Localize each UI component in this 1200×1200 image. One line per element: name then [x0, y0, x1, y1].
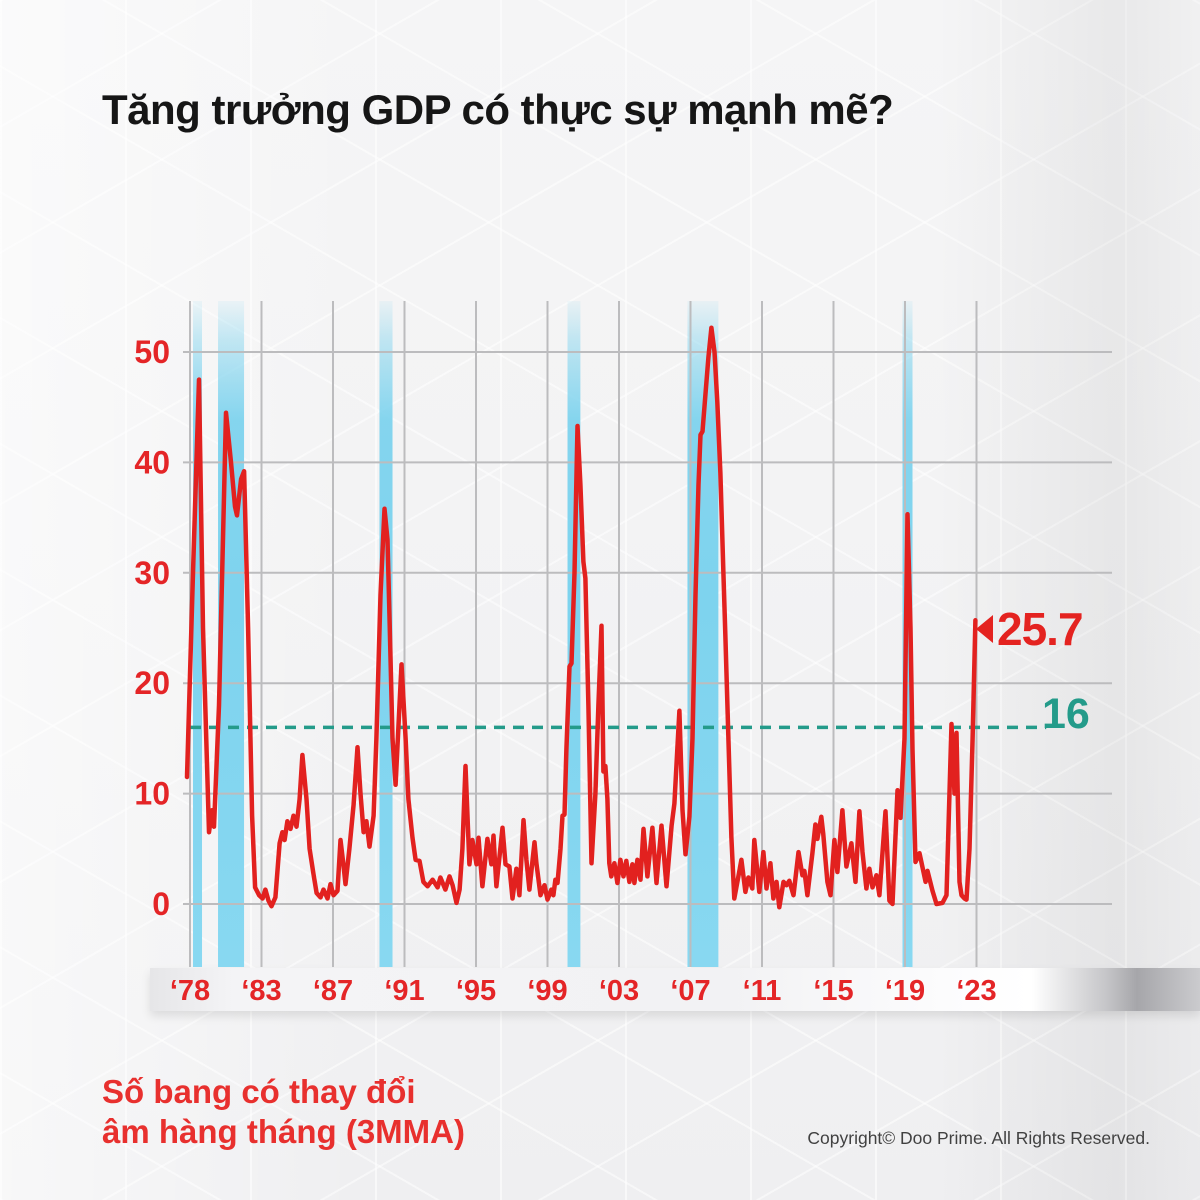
copyright-notice: Copyright© Doo Prime. All Rights Reserve…	[807, 1128, 1150, 1148]
threshold-value-label: 16	[1042, 690, 1090, 738]
x-tick-label: ‘19	[885, 975, 925, 1007]
recession-band	[379, 301, 393, 967]
x-tick-label: ‘03	[599, 975, 639, 1007]
x-tick-label: ‘07	[670, 975, 710, 1007]
y-tick-label: 30	[134, 555, 170, 591]
y-axis-labels: 0 10 20 30 40 50	[134, 334, 170, 922]
chart-series-caption: Số bang có thay đổi âm hàng tháng (3MMA)	[102, 1072, 622, 1151]
recession-bands	[193, 301, 913, 967]
x-tick-label: ‘95	[456, 975, 496, 1007]
latest-value-callout: 25.7	[976, 602, 1084, 656]
x-tick-label: ‘78	[170, 975, 210, 1007]
x-tick-label: ‘83	[241, 975, 281, 1007]
gridlines	[183, 301, 1112, 967]
page-title: Tăng trưởng GDP có thực sự mạnh mẽ?	[102, 86, 894, 133]
latest-value-text: 25.7	[997, 603, 1084, 655]
x-tick-label: ‘91	[384, 975, 424, 1007]
left-arrow-icon	[976, 615, 993, 643]
x-axis-ribbon	[150, 968, 1200, 1011]
series-line	[184, 325, 978, 910]
y-tick-label: 20	[134, 665, 170, 701]
x-axis-labels: ‘78 ‘83 ‘87 ‘91 ‘95 ‘99 ‘03 ‘07 ‘11 ‘15 ‘19 ‘23	[170, 975, 997, 1007]
caption-line-1: Số bang có thay đổi	[102, 1073, 416, 1110]
caption-line-2: âm hàng tháng (3MMA)	[102, 1112, 465, 1150]
data-line	[184, 325, 978, 910]
x-tick-label: ‘23	[956, 975, 996, 1007]
x-tick-label: ‘87	[313, 975, 353, 1007]
y-tick-label: 40	[134, 444, 170, 480]
x-tick-label: ‘15	[813, 975, 853, 1007]
x-tick-label: ‘11	[743, 975, 782, 1007]
y-tick-label: 0	[152, 886, 170, 922]
recession-band	[193, 301, 203, 967]
x-tick-label: ‘99	[527, 975, 567, 1007]
y-tick-label: 10	[134, 776, 170, 812]
y-tick-label: 50	[134, 334, 170, 370]
